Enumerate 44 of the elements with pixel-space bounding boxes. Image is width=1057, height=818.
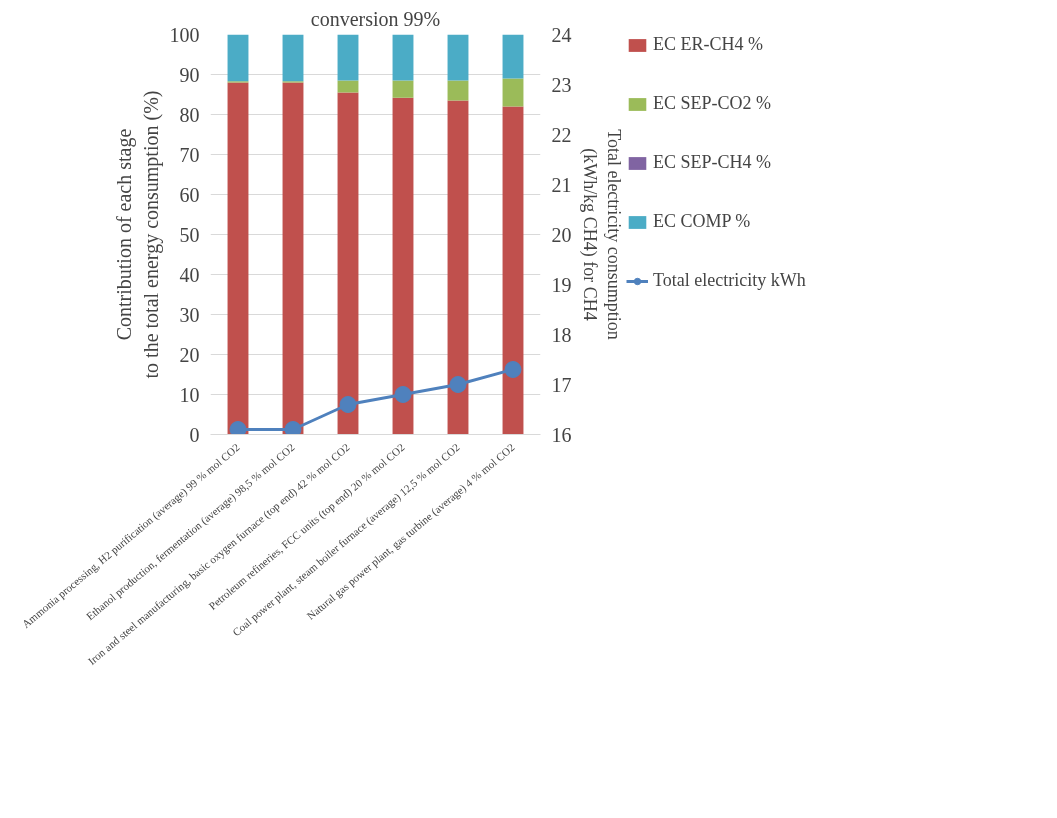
y2-tick-label: 18 xyxy=(551,323,572,346)
bar xyxy=(282,34,304,82)
bar xyxy=(502,34,524,79)
legend-label: EC SEP-CO2 % xyxy=(653,93,772,114)
y2-tick-label: 16 xyxy=(551,423,572,446)
y-tick-label: 90 xyxy=(179,63,200,86)
bar xyxy=(502,78,524,107)
bar xyxy=(337,80,359,93)
bar xyxy=(227,82,249,435)
bar xyxy=(392,80,414,98)
bar xyxy=(282,82,304,435)
legend-label: EC ER-CH4 % xyxy=(653,34,763,55)
bar xyxy=(337,92,359,435)
bar xyxy=(392,34,414,81)
bar xyxy=(337,34,359,81)
y-tick-label: 100 xyxy=(169,23,200,46)
y-tick-label: 10 xyxy=(179,383,200,406)
bar xyxy=(447,80,469,101)
legend-label: Total electricity kWh xyxy=(653,270,806,291)
y-tick-label: 60 xyxy=(179,183,200,206)
y-tick-label: 40 xyxy=(179,263,200,286)
bar xyxy=(227,34,249,82)
y-tick-label: 80 xyxy=(179,103,200,126)
y-tick-label: 30 xyxy=(179,303,200,326)
y-axis-title: Contribution of each stage to the total energy consumption (%) xyxy=(113,90,163,379)
y2-tick-label: 23 xyxy=(551,73,572,96)
y2-tick-label: 24 xyxy=(551,23,572,46)
bar xyxy=(392,97,414,435)
chart-title: conversion 99% xyxy=(310,7,441,30)
legend-label: EC COMP % xyxy=(653,211,751,232)
y2-tick-label: 19 xyxy=(551,273,572,296)
y2-tick-label: 21 xyxy=(551,173,572,196)
legend-label: EC SEP-CH4 % xyxy=(653,152,772,173)
bar xyxy=(447,100,469,435)
y-tick-label: 20 xyxy=(179,343,200,366)
y2-tick-label: 22 xyxy=(551,123,572,146)
bar xyxy=(447,34,469,81)
y-tick-label: 0 xyxy=(189,423,200,446)
y2-axis-title: Total electricity consumption (kWh/kg CH4) for CH4 xyxy=(578,129,624,340)
y2-tick-label: 20 xyxy=(551,223,572,246)
y-tick-label: 70 xyxy=(179,143,200,166)
y-tick-label: 50 xyxy=(179,223,200,246)
bar xyxy=(502,106,524,435)
y2-tick-label: 17 xyxy=(551,373,572,396)
